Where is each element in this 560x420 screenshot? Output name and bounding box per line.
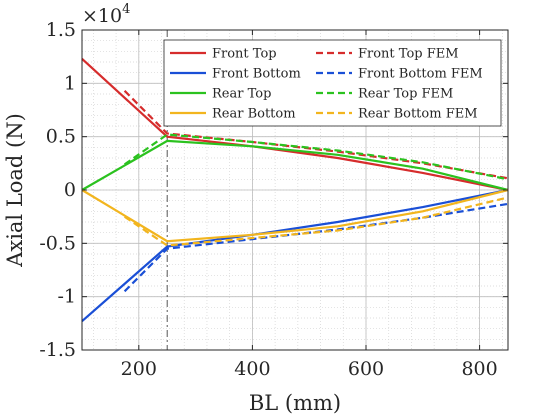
series-line-rear-bottom: [81, 188, 509, 243]
legend-box: [163, 39, 502, 127]
y-tick-label: -1: [57, 286, 76, 308]
y-tick-label: -0.5: [39, 232, 76, 254]
x-tick-labels: 200 400 600 800: [121, 358, 498, 380]
legend-entry: Rear Bottom: [212, 107, 296, 122]
y-tick-label: -1.5: [39, 339, 76, 361]
y-exponent-label: ×104: [82, 2, 130, 27]
tick-marks: [82, 29, 508, 351]
y-tick-label: 1.5: [46, 19, 76, 41]
x-tick-label: 600: [348, 358, 384, 380]
series-line-front-bottom: [81, 188, 509, 323]
y-tick-label: 0.5: [46, 126, 76, 148]
legend-entry: Front Top: [212, 47, 277, 62]
legend-entry: Front Top FEM: [358, 47, 459, 62]
series-line-rear-top-fem: [123, 133, 509, 181]
y-tick-label: 0: [64, 179, 76, 201]
legend-entry: Rear Top: [212, 87, 271, 102]
series-line-rear-bottom-fem: [123, 196, 509, 247]
y-tick-label: 1: [64, 72, 76, 94]
x-axis-label: BL (mm): [249, 391, 341, 415]
x-tick-label: 200: [121, 358, 157, 380]
y-tick-labels: -1.5 -1 -0.5 0 0.5 1 1.5: [39, 19, 76, 361]
x-tick-label: 800: [461, 358, 497, 380]
legend: Front Top Front Bottom Rear Top Rear Bottom…: [163, 39, 502, 127]
series-line-rear-top: [81, 139, 509, 192]
x-tick-label: 400: [234, 358, 270, 380]
y-axis-label: Axial Load (N): [3, 113, 27, 268]
legend-entry: Rear Bottom FEM: [358, 107, 478, 122]
legend-entry: Front Bottom FEM: [358, 67, 483, 82]
series-line-front-top: [81, 57, 509, 192]
series-layer: [81, 57, 509, 323]
legend-entry: Rear Top FEM: [358, 87, 453, 102]
legend-entry: Front Bottom: [212, 67, 301, 82]
